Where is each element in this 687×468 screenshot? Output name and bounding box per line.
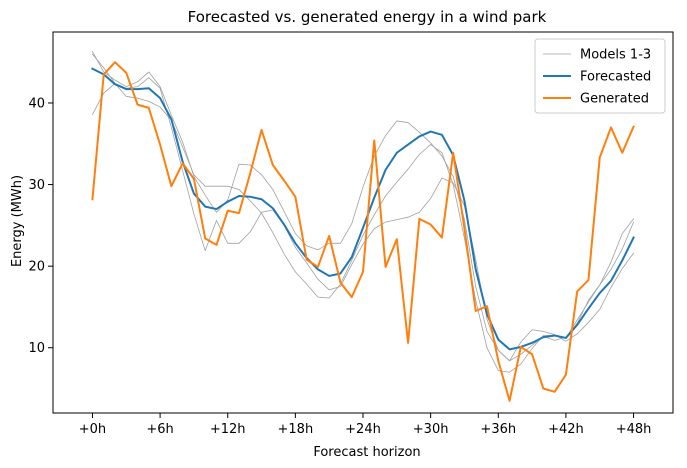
x-tick-label: +42h bbox=[548, 422, 584, 437]
legend: Models 1-3 Forecasted Generated bbox=[534, 38, 666, 114]
x-tick-label: +0h bbox=[79, 422, 106, 437]
x-tick-label: +18h bbox=[278, 422, 314, 437]
y-tick-label: 30 bbox=[28, 178, 45, 193]
y-axis-label: Energy (MWh) bbox=[10, 175, 25, 267]
legend-box bbox=[534, 38, 666, 114]
x-tick-label: +12h bbox=[210, 422, 246, 437]
series-line-models-2 bbox=[91, 77, 635, 362]
x-tick-label: +30h bbox=[413, 422, 449, 437]
legend-label-forecasted: Forecasted bbox=[580, 70, 651, 85]
y-tick-label: 20 bbox=[28, 260, 45, 275]
series-line-models-1 bbox=[91, 53, 635, 373]
y-axis: 10 20 30 40 bbox=[28, 96, 53, 356]
y-tick-label: 40 bbox=[28, 96, 45, 111]
x-tick-label: +48h bbox=[616, 422, 652, 437]
legend-label-generated: Generated bbox=[580, 92, 649, 107]
chart-title: Forecasted vs. generated energy in a win… bbox=[188, 8, 547, 26]
y-tick-label: 10 bbox=[28, 341, 45, 356]
x-axis: +0h +6h +12h +18h +24h +30h +36h +42h +48h bbox=[79, 413, 652, 437]
x-axis-label: Forecast horizon bbox=[313, 445, 420, 460]
legend-label-models: Models 1-3 bbox=[580, 48, 651, 63]
x-tick-label: +24h bbox=[345, 422, 381, 437]
series-line-forecasted bbox=[91, 67, 635, 351]
x-tick-label: +36h bbox=[480, 422, 516, 437]
x-tick-label: +6h bbox=[146, 422, 173, 437]
series-line-generated bbox=[91, 61, 635, 402]
